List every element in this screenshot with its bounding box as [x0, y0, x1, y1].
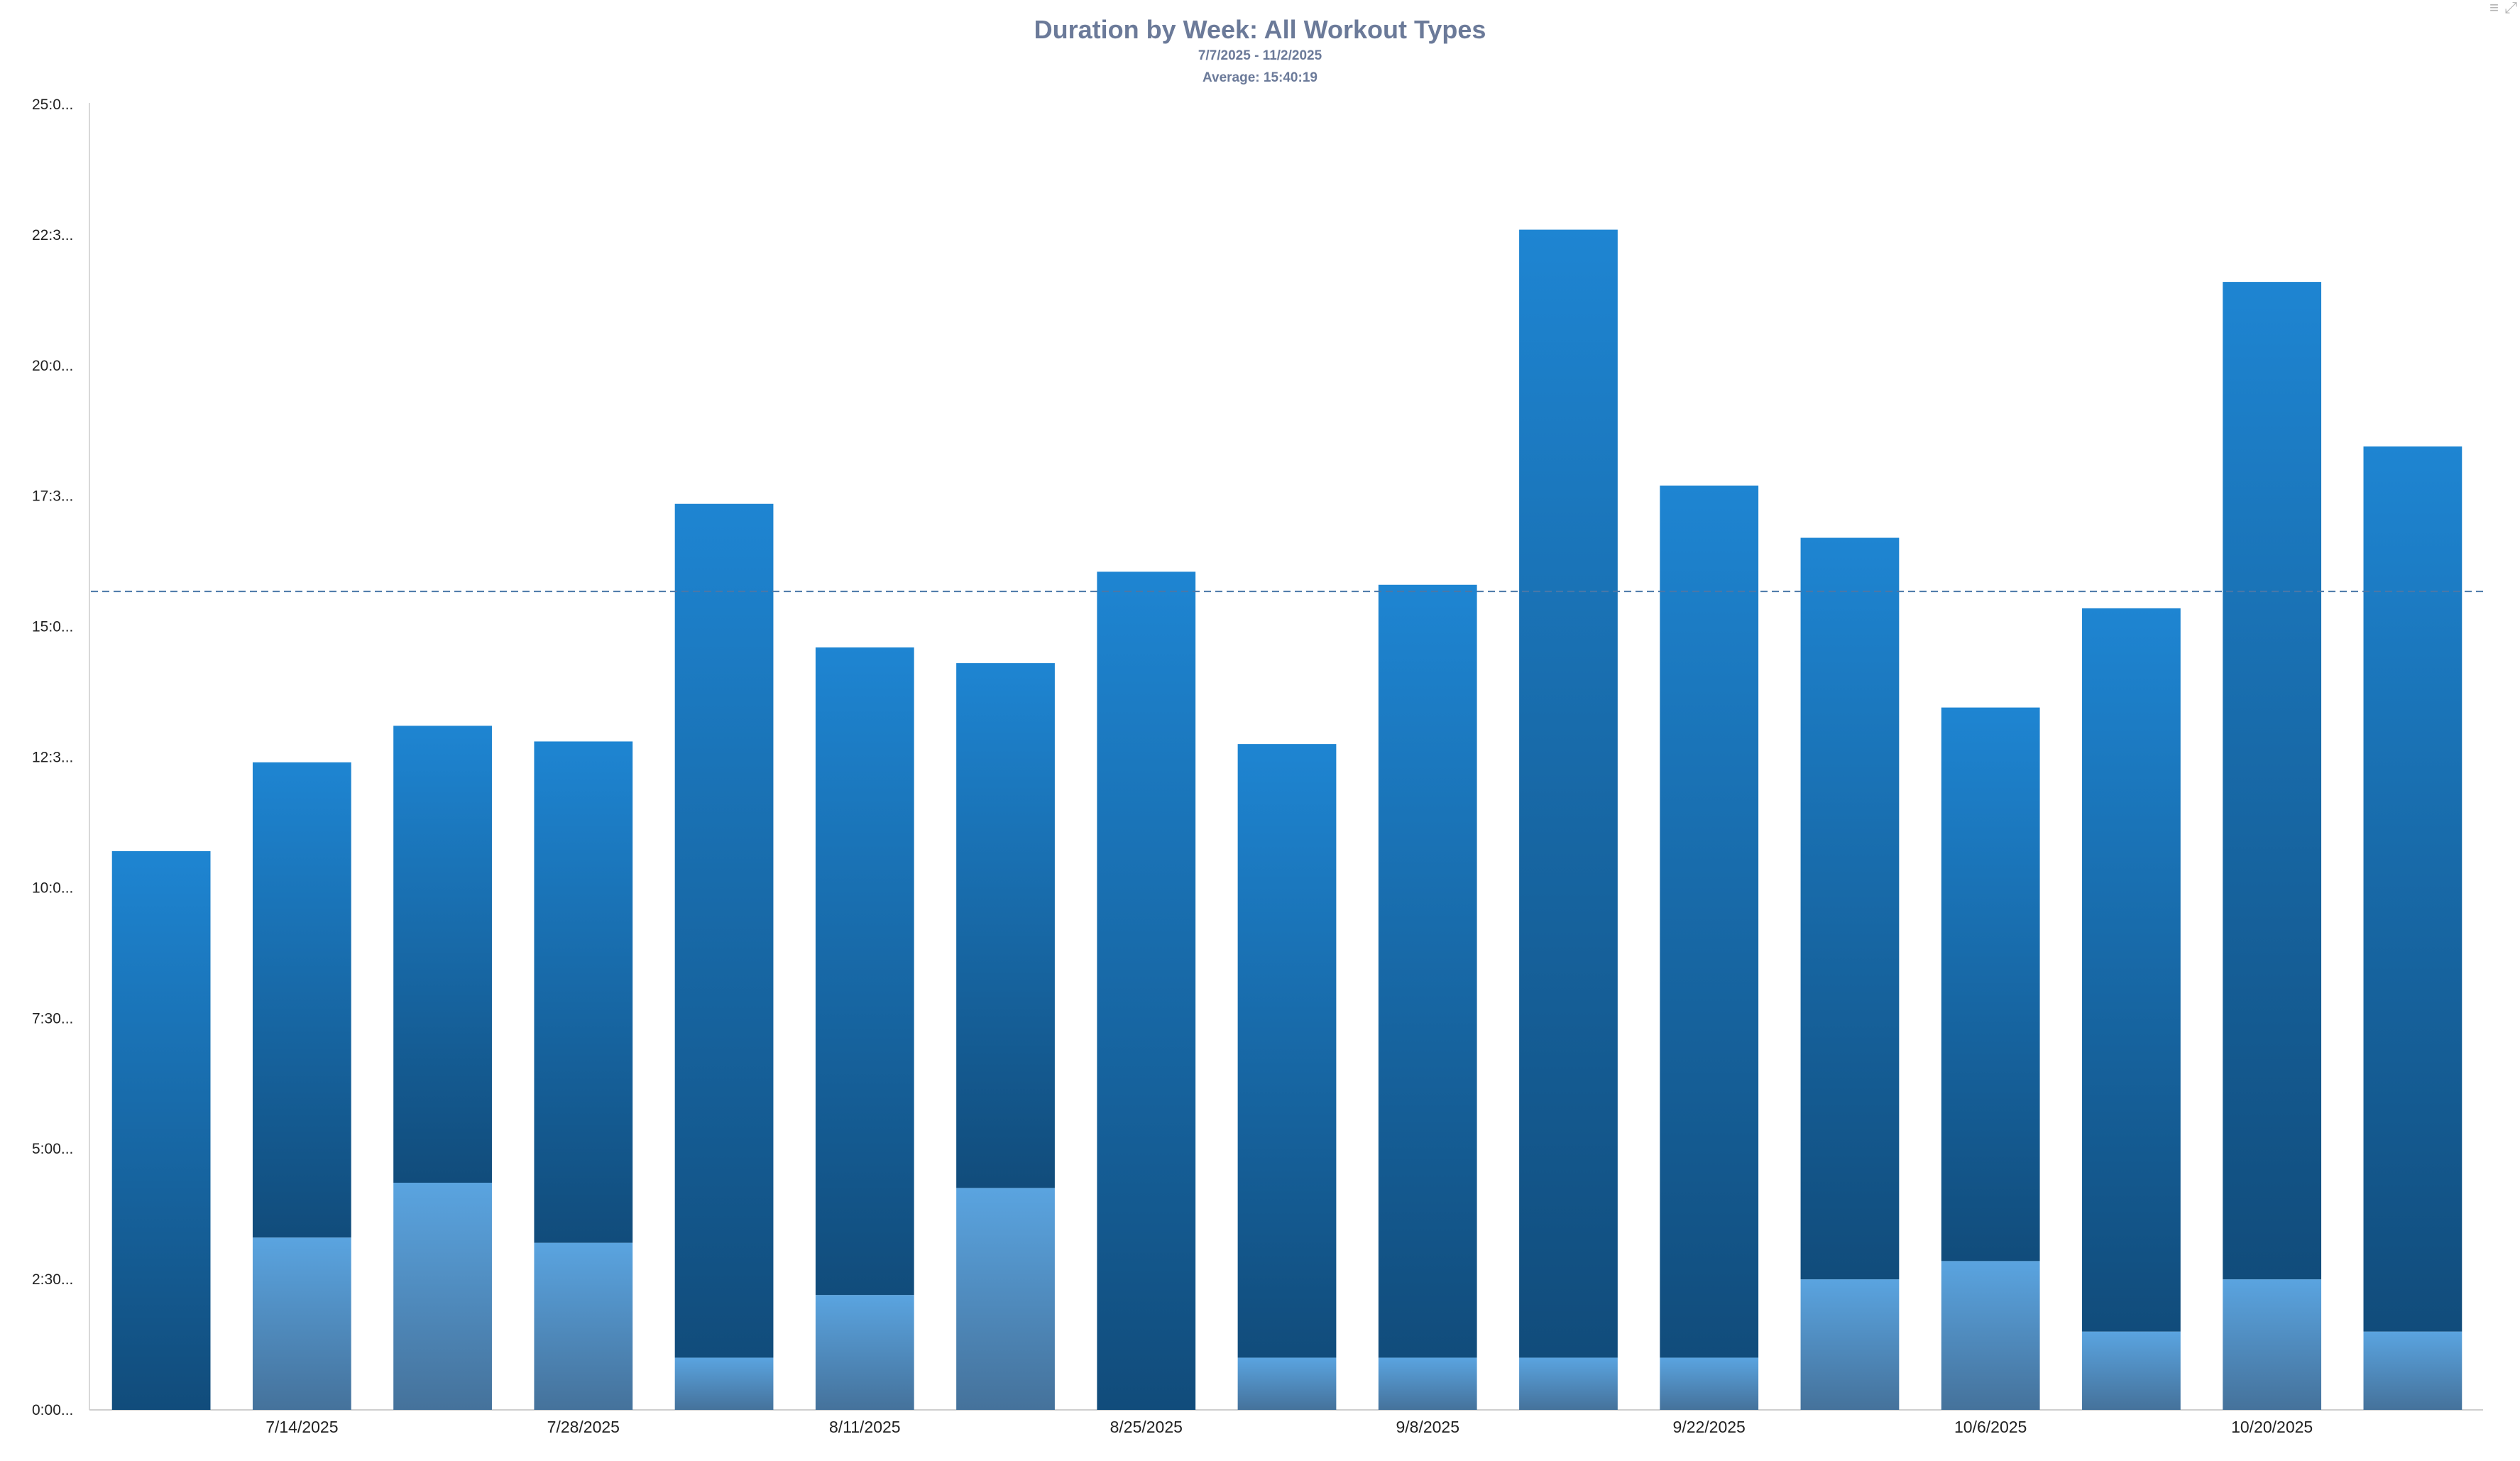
- y-tick-label: 22:3...: [32, 227, 73, 244]
- bar-segment[interactable]: [111, 850, 211, 1410]
- x-tick-label: 8/11/2025: [829, 1418, 901, 1436]
- x-tick-label: 9/8/2025: [1396, 1418, 1459, 1436]
- bar-segment[interactable]: [815, 647, 914, 1296]
- bar-segment[interactable]: [1378, 584, 1477, 1358]
- bar-segment[interactable]: [1941, 707, 2040, 1262]
- bar-segment[interactable]: [1800, 537, 1900, 1280]
- bar-segment[interactable]: [815, 1295, 914, 1410]
- x-tick-label: 10/20/2025: [2231, 1418, 2313, 1436]
- bar-segment[interactable]: [956, 663, 1055, 1188]
- bar-segment[interactable]: [2082, 608, 2181, 1332]
- bar-segment[interactable]: [1519, 229, 1618, 1358]
- y-tick-label: 15:0...: [32, 619, 73, 635]
- bar-segment[interactable]: [1941, 1261, 2040, 1410]
- bar-segment[interactable]: [674, 1357, 774, 1410]
- bar-segment[interactable]: [1660, 1357, 1759, 1410]
- x-axis-ticks: 7/14/2025 7/28/2025 8/11/2025 8/25/2025 9/8/…: [265, 1418, 2313, 1436]
- bar-segment[interactable]: [2363, 446, 2463, 1332]
- bar-segment[interactable]: [252, 1237, 351, 1410]
- y-tick-label: 20:0...: [32, 358, 73, 374]
- menu-icon[interactable]: ≡: [2489, 0, 2499, 16]
- bar-segment[interactable]: [534, 1242, 633, 1410]
- y-axis-ticks: 0:00... 2:30... 5:00... 7:30... 10:0... 12:3.…: [32, 97, 73, 1418]
- bar-segment[interactable]: [1378, 1357, 1477, 1410]
- bar-segment[interactable]: [534, 741, 633, 1243]
- bar-segment[interactable]: [2363, 1331, 2463, 1410]
- bar-segment[interactable]: [1097, 571, 1196, 1410]
- chart-subtitle: 7/7/2025 - 11/2/2025: [1198, 48, 1322, 63]
- chart-title: Duration by Week: All Workout Types: [1034, 15, 1486, 44]
- bar-segment[interactable]: [1660, 485, 1759, 1358]
- bar-segment[interactable]: [1237, 744, 1337, 1358]
- x-tick-label: 8/25/2025: [1110, 1418, 1183, 1436]
- x-tick-label: 7/28/2025: [547, 1418, 620, 1436]
- x-tick-label: 10/6/2025: [1954, 1418, 2027, 1436]
- bar-segment[interactable]: [2082, 1331, 2181, 1410]
- bar-segment[interactable]: [956, 1188, 1055, 1410]
- y-tick-label: 0:00...: [32, 1402, 73, 1418]
- y-tick-label: 7:30...: [32, 1010, 73, 1027]
- y-tick-label: 17:3...: [32, 488, 73, 505]
- bars: [111, 229, 2463, 1410]
- bar-segment[interactable]: [1237, 1357, 1337, 1410]
- y-tick-label: 25:0...: [32, 97, 73, 113]
- expand-icon[interactable]: ⤢: [2504, 0, 2517, 16]
- chart-average-label: Average: 15:40:19: [1203, 70, 1317, 85]
- x-tick-label: 7/14/2025: [265, 1418, 338, 1436]
- bar-segment[interactable]: [2223, 282, 2322, 1280]
- y-tick-label: 5:00...: [32, 1141, 73, 1157]
- bar-segment[interactable]: [252, 762, 351, 1238]
- x-tick-label: 9/22/2025: [1673, 1418, 1746, 1436]
- y-tick-label: 10:0...: [32, 880, 73, 896]
- bar-segment[interactable]: [393, 726, 492, 1183]
- bar-segment[interactable]: [2223, 1279, 2322, 1410]
- bar-segment[interactable]: [393, 1183, 492, 1410]
- bar-segment[interactable]: [674, 503, 774, 1358]
- bar-segment[interactable]: [1519, 1357, 1618, 1410]
- bar-segment[interactable]: [1800, 1279, 1900, 1410]
- y-tick-label: 2:30...: [32, 1271, 73, 1288]
- y-tick-label: 12:3...: [32, 750, 73, 766]
